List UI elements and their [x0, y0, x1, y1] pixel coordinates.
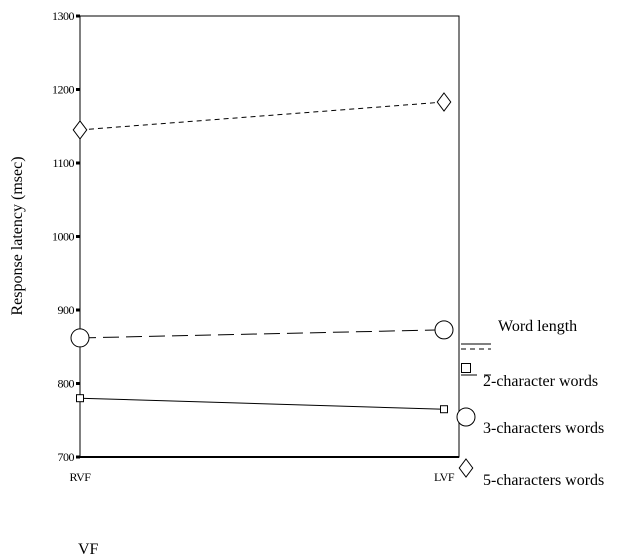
y-tick-label: 900 [58, 303, 75, 317]
diamond-marker [458, 458, 474, 478]
y-tick-label: 1000 [52, 230, 75, 244]
y-axis-title: Response latency (msec) [9, 156, 26, 315]
series-line [79, 397, 445, 410]
circle-marker [434, 320, 454, 340]
series-square [76, 394, 448, 414]
legend: 2-character words 3-characters words 5-cha… [456, 343, 604, 489]
square-marker [461, 363, 471, 373]
diamond-marker [72, 120, 88, 140]
y-tick-label: 1200 [52, 83, 75, 97]
legend-label: 3-characters words [483, 420, 604, 437]
legend-title: Word length [498, 318, 577, 335]
series-line [79, 101, 445, 131]
legend-label: 2-character words [483, 373, 598, 390]
x-axis-title: VF [78, 541, 99, 557]
series-diamond [72, 92, 452, 140]
circle-marker [70, 328, 90, 348]
square-marker [440, 405, 448, 414]
legend-label: 5-characters words [483, 472, 604, 489]
series-circle [70, 320, 454, 348]
x-tick-label: LVF [434, 470, 455, 484]
y-tick-label: 700 [58, 450, 75, 464]
series-line [79, 329, 445, 339]
square-marker [76, 394, 84, 403]
plot-frame [79, 15, 460, 458]
y-tick-label: 800 [58, 377, 75, 391]
circle-marker [456, 407, 476, 427]
y-tick-label: 1300 [52, 9, 75, 23]
diamond-marker [436, 92, 452, 112]
x-tick-label: RVF [70, 470, 92, 484]
y-tick-label: 1100 [52, 156, 74, 170]
